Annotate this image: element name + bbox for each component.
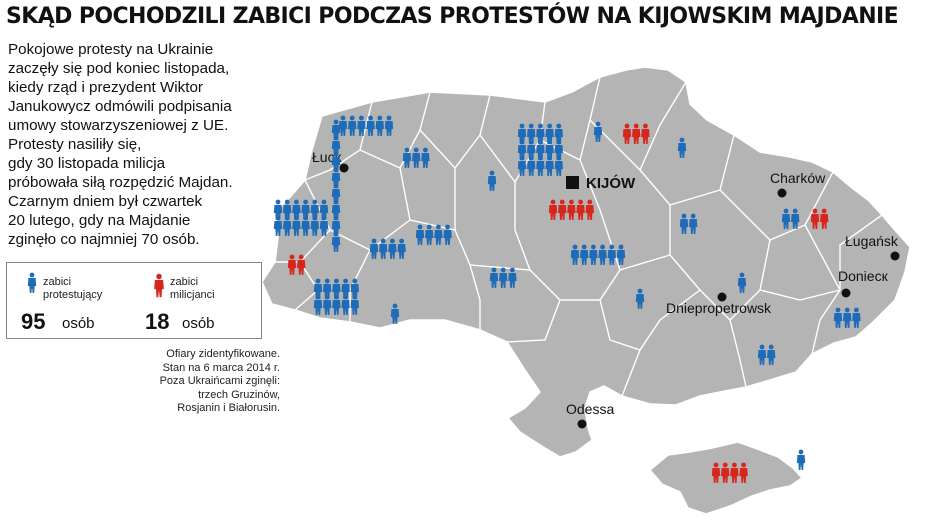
city-label-odessa: Odessa (566, 401, 614, 417)
legend-protesters-count: 95 (21, 309, 46, 334)
city-label-doniecк: Doniecк (838, 268, 889, 284)
legend-police-label: zabici milicjanci (170, 276, 215, 301)
legend-police-unit: osób (182, 315, 215, 332)
lugansk-marker (890, 251, 900, 261)
charkow-marker (777, 188, 787, 198)
legend: zabici protestujący zabici milicjanci 95… (6, 262, 262, 339)
kijow-marker (566, 176, 579, 189)
protester-legend-icon (27, 272, 37, 293)
protester-casualty-group (517, 123, 563, 176)
doniecк-marker (841, 288, 851, 298)
legend-police-count: 18 (145, 309, 170, 334)
city-label-dniepropetrowsk: Dniepropetrowsk (666, 300, 772, 316)
odessa-marker (577, 419, 587, 429)
legend-protesters-unit: osób (62, 315, 95, 332)
city-label-lugansk: Ługańsk (845, 233, 899, 249)
city-labels: Łuck KIJÓW Charków Ługańsk Doniecк Dniep… (312, 149, 899, 417)
luck-marker (339, 163, 349, 173)
protester-casualty-group (796, 449, 806, 470)
intro-text: Pokojowe protesty na Ukrainie zaczęły si… (8, 41, 233, 248)
city-markers (339, 163, 900, 429)
page-title: SKĄD POCHODZILI ZABICI PODCZAS PROTESTÓW… (6, 4, 899, 29)
city-label-charkow: Charków (770, 170, 826, 186)
protester-figure-icon (796, 449, 806, 470)
city-label-kijow: KIJÓW (586, 174, 636, 192)
footnote: Ofiary zidentyfikowane. Stan na 6 marca … (159, 348, 280, 414)
legend-protesters-label: zabici protestujący (43, 276, 103, 301)
dniepropetrowsk-marker (717, 292, 727, 302)
police-legend-icon (154, 273, 164, 298)
